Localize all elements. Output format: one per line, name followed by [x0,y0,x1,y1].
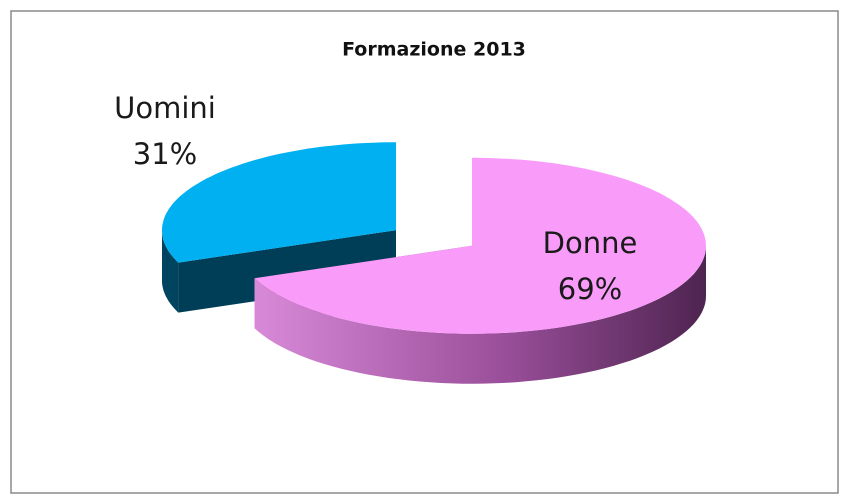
slice-category-label: Donne [543,226,638,260]
slice-category-label: Uomini [114,91,216,125]
slice-value-label: 69% [558,272,622,306]
slice [254,157,706,334]
chart-frame [10,10,839,494]
chart-title: Formazione 2013 [342,39,526,61]
slice-cut-face [178,230,396,313]
slice [162,142,396,263]
slice-side [254,245,706,384]
slice-side [162,230,179,313]
slice-value-label: 31% [133,137,197,171]
